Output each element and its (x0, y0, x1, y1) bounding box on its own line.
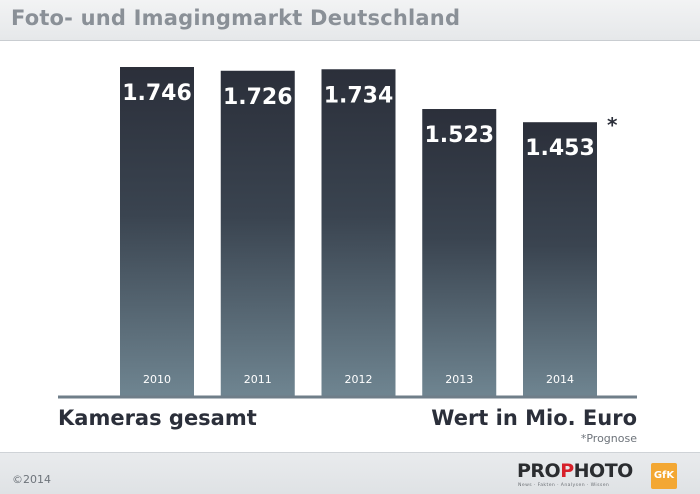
gfk-logo: GfK (651, 463, 677, 489)
x-tick-label: 2010 (143, 373, 171, 386)
brand-name: PROPHOTO (517, 460, 633, 482)
x-axis-label: Kameras gesamt (58, 406, 257, 430)
bar-2014 (523, 122, 597, 396)
prophoto-logo: PROPHOTO News · Fakten · Analysen · Wiss… (517, 460, 637, 492)
chart-title: Foto- und Imagingmarkt Deutschland (11, 6, 461, 30)
bar-2012 (321, 69, 396, 396)
bar-2011 (220, 70, 295, 396)
bar-value-label: 1.734 (324, 83, 394, 108)
header-bar: Foto- und Imagingmarkt Deutschland (0, 0, 700, 41)
bar-value-label: 1.726 (223, 85, 293, 110)
brand-tagline: News · Fakten · Analysen · Wissen (518, 483, 610, 488)
bars-group: 1.746 2010 1.726 2011 1.734 2012 1.523 2013 1.45… (120, 67, 618, 396)
unit-label: Wert in Mio. Euro (431, 406, 637, 430)
bar-value-label: 1.523 (424, 123, 494, 148)
bar-value-label: 1.746 (122, 81, 192, 106)
footer-bar: ©2014 PROPHOTO News · Fakten · Analysen … (0, 452, 700, 494)
copyright: ©2014 (12, 473, 51, 486)
x-tick-label: 2012 (345, 373, 373, 386)
bar-2013 (422, 109, 497, 396)
bar-chart: 1.746 2010 1.726 2011 1.734 2012 1.523 2013 1.45… (58, 67, 637, 445)
forecast-footnote: *Prognose (581, 432, 637, 445)
forecast-marker: * (607, 113, 618, 137)
x-tick-label: 2014 (546, 373, 574, 386)
x-tick-label: 2011 (244, 373, 272, 386)
bar-value-label: 1.453 (525, 136, 595, 161)
bar-2010 (120, 67, 194, 396)
x-tick-label: 2013 (445, 373, 473, 386)
